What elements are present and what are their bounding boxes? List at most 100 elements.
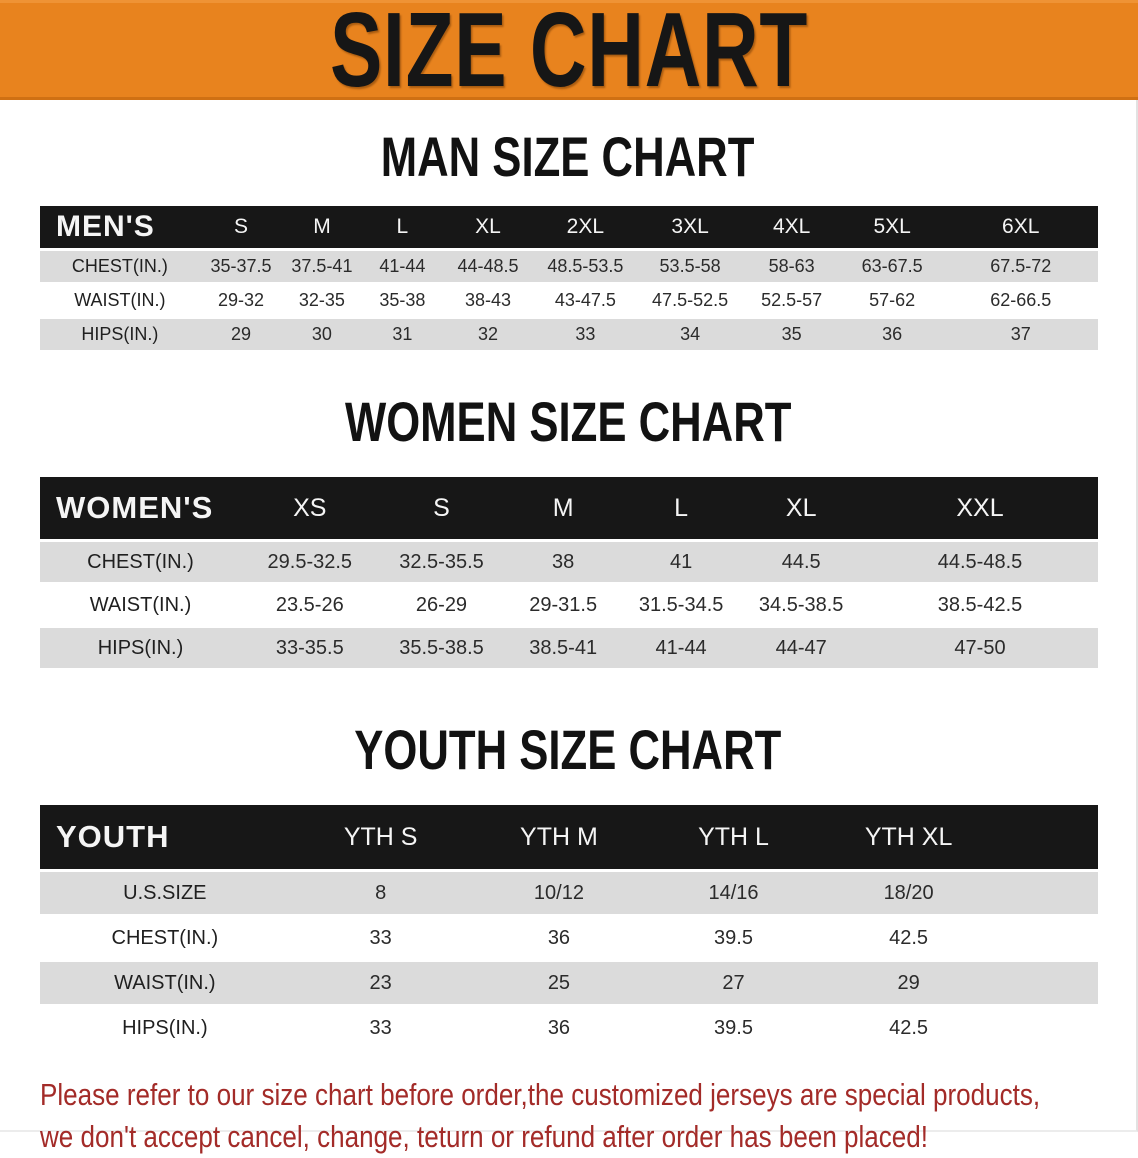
column-header: 5XL xyxy=(840,206,944,248)
women-size-table: WOMEN'S XS S M L XL XXL CHEST(IN.) 29.5-… xyxy=(40,474,1098,671)
row-label: HIPS(IN.) xyxy=(40,319,200,350)
row-label: CHEST(IN.) xyxy=(40,917,290,959)
size-value-cell: 41-44 xyxy=(621,628,741,668)
row-label: WAIST(IN.) xyxy=(40,285,200,316)
men-section-heading-text: MAN SIZE CHART xyxy=(381,125,755,188)
size-value-cell: 35 xyxy=(742,319,841,350)
size-value-cell: 35-38 xyxy=(361,285,444,316)
column-header: XL xyxy=(443,206,533,248)
size-value-cell: 29 xyxy=(199,319,283,350)
size-value-cell: 38.5-41 xyxy=(504,628,622,668)
spacer-cell xyxy=(996,962,1098,1004)
row-label: WAIST(IN.) xyxy=(40,585,242,625)
column-header: L xyxy=(361,206,444,248)
size-value-cell: 43-47.5 xyxy=(532,285,638,316)
men-header-row: MEN'S S M L XL 2XL 3XL 4XL 5XL 6XL xyxy=(40,206,1098,248)
table-row: WAIST(IN.) 23.5-26 26-29 29-31.5 31.5-34… xyxy=(40,585,1098,625)
men-section-heading: MAN SIZE CHART xyxy=(0,124,1136,189)
size-value-cell: 33 xyxy=(532,319,638,350)
size-value-cell: 29-32 xyxy=(199,285,283,316)
size-value-cell: 38.5-42.5 xyxy=(862,585,1098,625)
size-value-cell: 27 xyxy=(646,962,821,1004)
size-value-cell: 25 xyxy=(471,962,647,1004)
size-value-cell: 34.5-38.5 xyxy=(740,585,863,625)
banner-title: SIZE CHART xyxy=(329,0,809,109)
column-header: 3XL xyxy=(637,206,743,248)
size-value-cell: 32-35 xyxy=(282,285,362,316)
size-value-cell: 35-37.5 xyxy=(199,251,283,282)
youth-header-row: YOUTH YTH S YTH M YTH L YTH XL xyxy=(40,805,1098,869)
size-value-cell: 29-31.5 xyxy=(504,585,622,625)
size-value-cell: 36 xyxy=(840,319,944,350)
row-label: U.S.SIZE xyxy=(40,872,290,914)
size-value-cell: 29 xyxy=(820,962,997,1004)
size-value-cell: 33 xyxy=(289,917,472,959)
size-value-cell: 52.5-57 xyxy=(742,285,841,316)
size-value-cell: 31.5-34.5 xyxy=(621,585,741,625)
youth-group-label: YOUTH xyxy=(40,805,290,869)
size-value-cell: 47.5-52.5 xyxy=(637,285,743,316)
size-value-cell: 35.5-38.5 xyxy=(378,628,505,668)
table-row: WAIST(IN.) 29-32 32-35 35-38 38-43 43-47… xyxy=(40,285,1098,316)
size-value-cell: 53.5-58 xyxy=(637,251,743,282)
size-value-cell: 63-67.5 xyxy=(840,251,944,282)
size-value-cell: 44-47 xyxy=(740,628,863,668)
size-value-cell: 38-43 xyxy=(443,285,533,316)
disclaimer-line-2: we don't accept cancel, change, teturn o… xyxy=(40,1119,929,1154)
women-group-label: WOMEN'S xyxy=(40,477,242,539)
youth-section-heading-text: YOUTH SIZE CHART xyxy=(354,718,782,781)
size-value-cell: 26-29 xyxy=(378,585,505,625)
size-value-cell: 36 xyxy=(471,917,647,959)
youth-section-heading: YOUTH SIZE CHART xyxy=(0,717,1136,782)
column-header: 4XL xyxy=(742,206,841,248)
column-header: M xyxy=(504,477,622,539)
size-value-cell: 48.5-53.5 xyxy=(532,251,638,282)
spacer-cell xyxy=(996,872,1098,914)
table-row: HIPS(IN.) 33 36 39.5 42.5 xyxy=(40,1007,1098,1049)
size-value-cell: 32.5-35.5 xyxy=(378,542,505,582)
men-group-label: MEN'S xyxy=(40,206,200,248)
column-header: S xyxy=(378,477,505,539)
size-value-cell: 67.5-72 xyxy=(943,251,1098,282)
row-label: HIPS(IN.) xyxy=(40,628,242,668)
size-value-cell: 18/20 xyxy=(820,872,997,914)
size-chart-banner: SIZE CHART xyxy=(0,0,1138,109)
size-value-cell: 37.5-41 xyxy=(282,251,362,282)
column-header: 2XL xyxy=(532,206,638,248)
size-value-cell: 42.5 xyxy=(820,1007,997,1049)
column-header: S xyxy=(199,206,283,248)
size-value-cell: 14/16 xyxy=(646,872,821,914)
column-header: YTH M xyxy=(471,805,647,869)
column-header: M xyxy=(282,206,362,248)
size-value-cell: 10/12 xyxy=(471,872,647,914)
size-value-cell: 41 xyxy=(621,542,741,582)
disclaimer-line-1: Please refer to our size chart before or… xyxy=(40,1077,1041,1112)
table-row: HIPS(IN.) 33-35.5 35.5-38.5 38.5-41 41-4… xyxy=(40,628,1098,668)
size-value-cell: 44.5-48.5 xyxy=(862,542,1098,582)
size-value-cell: 62-66.5 xyxy=(943,285,1098,316)
size-value-cell: 41-44 xyxy=(361,251,444,282)
column-header: YTH S xyxy=(289,805,472,869)
row-label: HIPS(IN.) xyxy=(40,1007,290,1049)
size-value-cell: 58-63 xyxy=(742,251,841,282)
youth-size-table: YOUTH YTH S YTH M YTH L YTH XL U.S.SIZE … xyxy=(40,802,1098,1052)
column-header: 6XL xyxy=(943,206,1098,248)
row-label: CHEST(IN.) xyxy=(40,542,242,582)
size-value-cell: 23.5-26 xyxy=(241,585,379,625)
table-row: HIPS(IN.) 29 30 31 32 33 34 35 36 37 xyxy=(40,319,1098,350)
table-row: CHEST(IN.) 29.5-32.5 32.5-35.5 38 41 44.… xyxy=(40,542,1098,582)
column-header: L xyxy=(621,477,741,539)
size-value-cell: 44-48.5 xyxy=(443,251,533,282)
men-size-table: MEN'S S M L XL 2XL 3XL 4XL 5XL 6XL CHEST… xyxy=(40,203,1098,353)
size-value-cell: 31 xyxy=(361,319,444,350)
size-value-cell: 29.5-32.5 xyxy=(241,542,379,582)
column-header: XXL xyxy=(862,477,1098,539)
column-header: XL xyxy=(740,477,863,539)
column-header: YTH L xyxy=(646,805,821,869)
row-label: WAIST(IN.) xyxy=(40,962,290,1004)
size-value-cell: 37 xyxy=(943,319,1098,350)
table-row: CHEST(IN.) 35-37.5 37.5-41 41-44 44-48.5… xyxy=(40,251,1098,282)
size-value-cell: 47-50 xyxy=(862,628,1098,668)
size-value-cell: 34 xyxy=(637,319,743,350)
size-value-cell: 44.5 xyxy=(740,542,863,582)
